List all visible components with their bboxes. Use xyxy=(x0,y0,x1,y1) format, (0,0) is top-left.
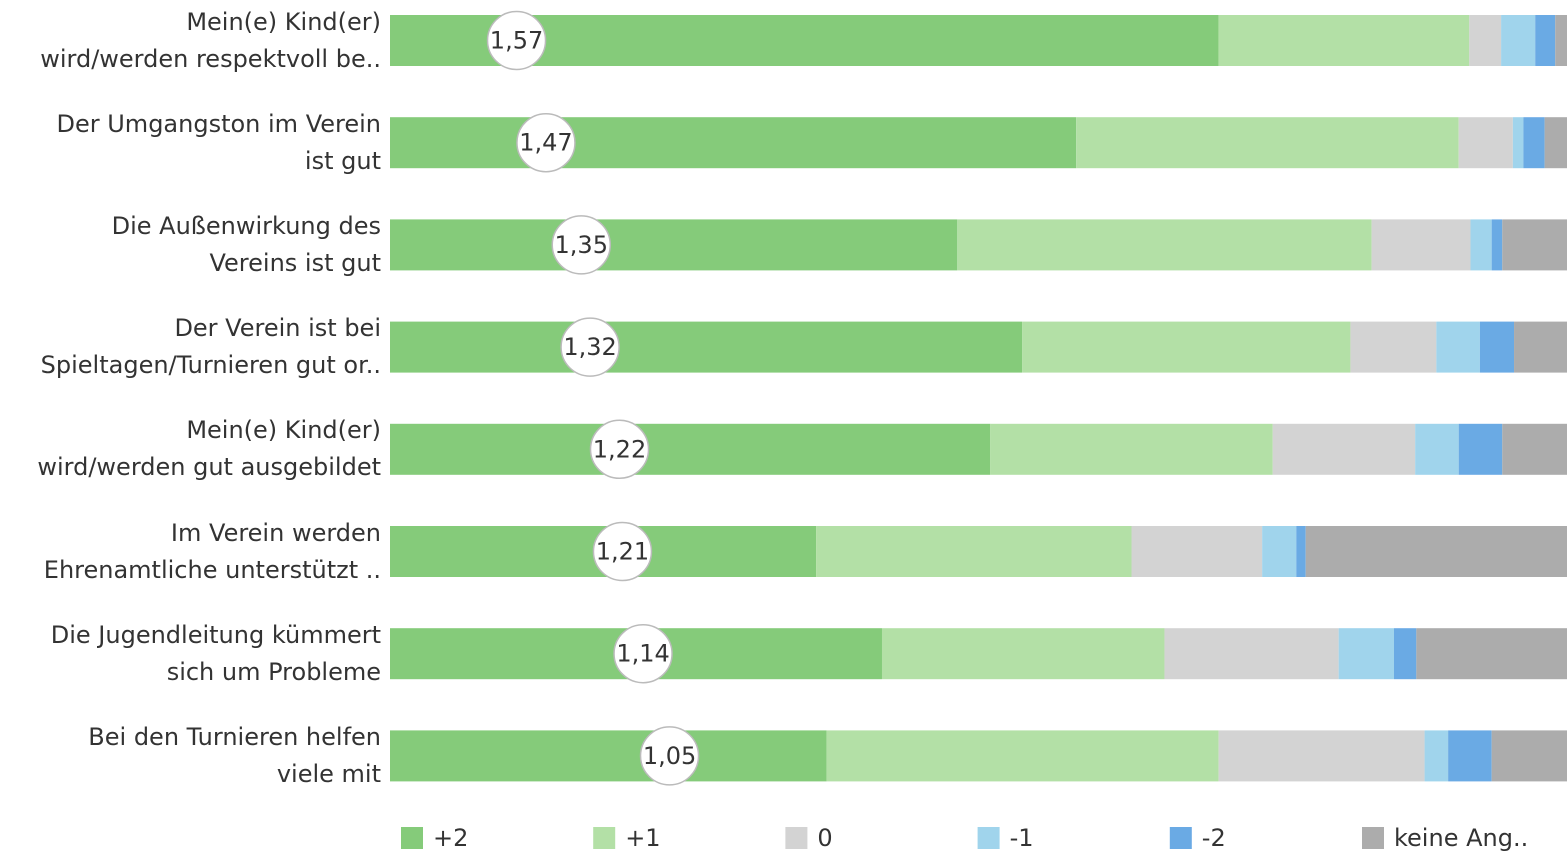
category-label: Die Jugendleitung kümmert sich um Proble… xyxy=(50,620,381,686)
bar-segment xyxy=(1371,219,1471,271)
bar-segment xyxy=(1448,730,1492,782)
bar-segment xyxy=(1470,219,1492,271)
bar-segment xyxy=(881,628,1165,680)
bar-segment xyxy=(390,117,1077,169)
average-marker xyxy=(516,112,576,173)
bar-segment xyxy=(816,526,1132,577)
bar-segment xyxy=(1131,526,1263,577)
bar-segment xyxy=(1479,321,1515,373)
legend-swatch xyxy=(785,827,808,849)
bar-segment xyxy=(1458,117,1513,169)
bar-segment xyxy=(1338,628,1394,680)
category-label: Der Verein ist bei Spieltagen/Turnieren … xyxy=(40,314,381,380)
bar-segment xyxy=(1262,526,1297,577)
bar-segment xyxy=(1501,15,1536,66)
category-label: Im Verein werden Ehrenamtliche unterstüt… xyxy=(43,518,381,584)
average-label: 1,35 xyxy=(555,231,608,259)
bar-segment xyxy=(957,219,1372,271)
bar-segment xyxy=(390,321,1023,373)
legend-swatch xyxy=(1169,827,1192,849)
legend-label: +1 xyxy=(625,824,660,852)
legend-label: keine Ang.. xyxy=(1394,824,1528,852)
average-label: 1,32 xyxy=(563,333,616,361)
average-label: 1,14 xyxy=(616,640,669,668)
bar-segment xyxy=(1555,15,1567,66)
legend-swatch xyxy=(977,827,1000,849)
category-label: Der Umgangston im Verein ist gut xyxy=(56,109,382,175)
bar-segment xyxy=(1512,117,1524,169)
bar-segment xyxy=(1491,730,1567,782)
legend-label: -2 xyxy=(1202,824,1226,852)
average-label: 1,47 xyxy=(519,129,572,157)
bar-segment xyxy=(390,730,827,782)
bar-segment xyxy=(1164,628,1339,680)
average-label: 1,21 xyxy=(596,538,649,566)
bar-segment xyxy=(1523,117,1545,169)
legend-swatch xyxy=(1362,827,1384,849)
category-label: Bei den Turnieren helfen viele mit xyxy=(88,722,381,788)
legend-swatch xyxy=(401,827,423,849)
average-label: 1,57 xyxy=(490,27,543,55)
bar-segment xyxy=(1502,423,1567,475)
bar-segment xyxy=(1350,321,1437,373)
bar-segment xyxy=(1424,730,1449,782)
legend-label: +2 xyxy=(433,824,468,852)
legend-label: -1 xyxy=(1010,824,1034,852)
average-marker xyxy=(589,419,650,480)
average-label: 1,22 xyxy=(593,435,646,463)
legend-swatch xyxy=(593,827,616,849)
average-marker xyxy=(486,10,547,71)
bar-segment xyxy=(390,423,991,475)
bar-segment xyxy=(1469,15,1502,66)
category-label: Die Außenwirkung des Vereins ist gut xyxy=(111,211,381,277)
bar-segment xyxy=(1305,526,1567,577)
bar-segment xyxy=(1458,423,1503,475)
bar-segment xyxy=(390,219,958,271)
bar-segment xyxy=(1514,321,1567,373)
bar-segment xyxy=(1218,15,1470,66)
bar-segment xyxy=(1416,628,1567,680)
average-marker xyxy=(560,317,620,377)
bar-segment xyxy=(826,730,1219,782)
average-marker xyxy=(639,726,700,786)
average-marker xyxy=(551,215,612,275)
bar-segment xyxy=(990,423,1273,475)
average-label: 1,05 xyxy=(643,742,696,770)
bar-segment xyxy=(1502,219,1567,271)
bar-segment xyxy=(1076,117,1459,169)
average-marker xyxy=(592,521,653,582)
bar-segment xyxy=(1436,321,1480,373)
bar-segment xyxy=(1491,219,1503,271)
bar-segment xyxy=(1272,423,1416,475)
category-label: Mein(e) Kind(er) wird/werden gut ausgebi… xyxy=(37,416,381,482)
bar-segment xyxy=(1535,15,1556,66)
bar-segment xyxy=(1218,730,1425,782)
bar-segment xyxy=(1393,628,1417,680)
bar-segment xyxy=(1544,117,1567,169)
legend-label: 0 xyxy=(817,824,832,852)
bar-segment xyxy=(1022,321,1351,373)
bar-segment xyxy=(1296,526,1306,577)
category-label: Mein(e) Kind(er) wird/werden respektvoll… xyxy=(40,7,381,73)
average-marker xyxy=(613,623,673,684)
bar-segment xyxy=(1415,423,1459,475)
